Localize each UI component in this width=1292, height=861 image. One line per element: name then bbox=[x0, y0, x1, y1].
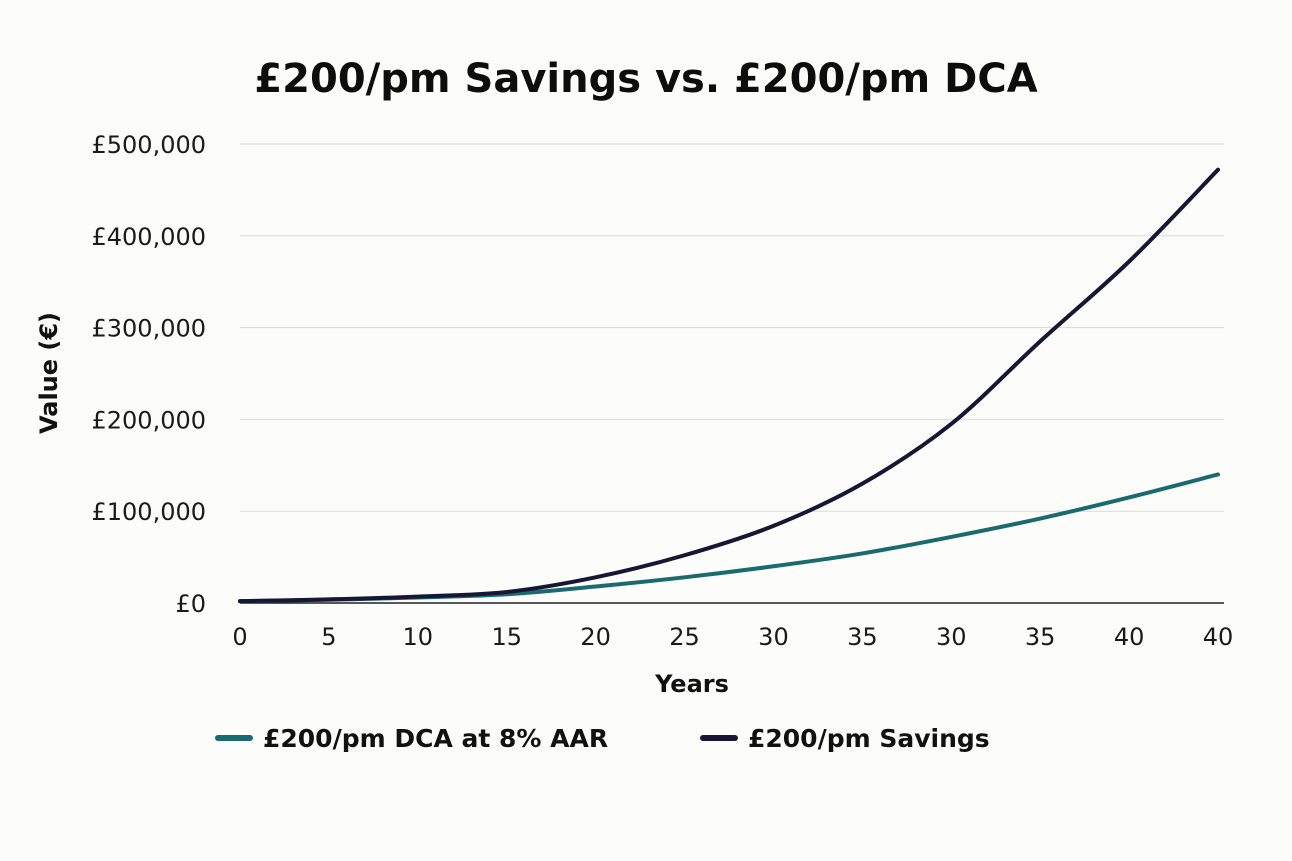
x-tick-label: 25 bbox=[669, 623, 700, 651]
series-line-0 bbox=[238, 472, 1220, 604]
x-axis-label: Years bbox=[654, 670, 729, 698]
y-axis-label: Value (€) bbox=[35, 312, 63, 434]
legend: £200/pm DCA at 8% AAR £200/pm Savings bbox=[215, 724, 990, 753]
y-tick-label: £400,000 bbox=[91, 223, 206, 251]
series-line-1 bbox=[238, 167, 1220, 604]
x-tick-label: 20 bbox=[580, 623, 611, 651]
x-tick-label: 10 bbox=[403, 623, 434, 651]
legend-label: £200/pm Savings bbox=[748, 724, 990, 753]
x-tick-label: 40 bbox=[1203, 623, 1234, 651]
y-tick-label: £0 bbox=[175, 590, 206, 618]
y-tick-label: £200,000 bbox=[91, 406, 206, 434]
x-tick-label: 5 bbox=[321, 623, 336, 651]
x-tick-label: 30 bbox=[758, 623, 789, 651]
x-tick-label: 35 bbox=[1025, 623, 1056, 651]
y-tick-label: £300,000 bbox=[91, 315, 206, 343]
y-tick-label: £100,000 bbox=[91, 498, 206, 526]
grid bbox=[240, 143, 1224, 604]
x-tick-label: 35 bbox=[847, 623, 878, 651]
y-axis-ticks: £0 £100,000 £200,000 £300,000 £400,000 £500,0… bbox=[91, 131, 206, 618]
series-lines bbox=[238, 167, 1220, 604]
x-tick-label: 40 bbox=[1114, 623, 1145, 651]
legend-label: £200/pm DCA at 8% AAR bbox=[263, 724, 608, 753]
chart-title: £200/pm Savings vs. £200/pm DCA bbox=[254, 56, 1037, 102]
x-tick-label: 30 bbox=[936, 623, 967, 651]
y-tick-label: £500,000 bbox=[91, 131, 206, 159]
x-tick-label: 15 bbox=[491, 623, 522, 651]
x-tick-label: 0 bbox=[232, 623, 247, 651]
x-axis-ticks: 0 5 10 15 20 25 30 35 30 35 40 40 bbox=[232, 623, 1233, 651]
